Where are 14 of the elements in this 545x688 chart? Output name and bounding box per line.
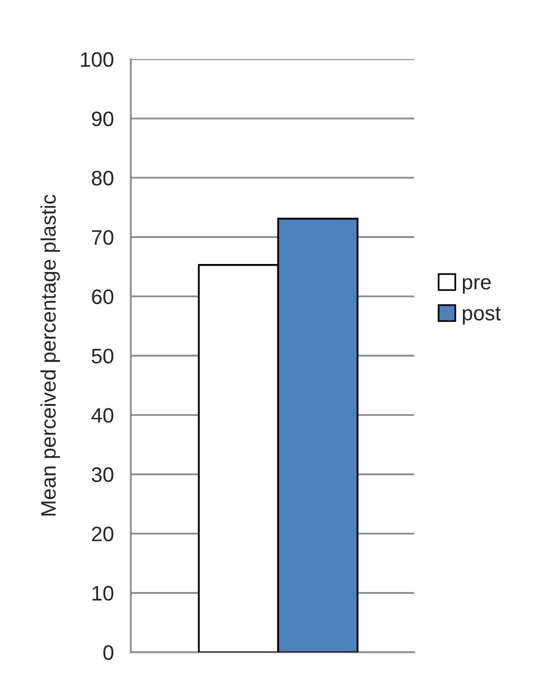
- y-tick-label: 90: [92, 111, 114, 126]
- y-tick-label: 10: [92, 586, 114, 601]
- y-tick-label: 80: [92, 170, 114, 186]
- legend-label: post: [462, 306, 501, 325]
- y-tick-label: 50: [92, 348, 114, 364]
- y-tick-label: 20: [92, 526, 114, 542]
- legend-label: pre: [462, 278, 491, 294]
- y-tick-label: 60: [92, 289, 114, 304]
- y-tick-label: 40: [91, 408, 114, 423]
- y-tick-label: 100: [80, 52, 114, 67]
- y-tick-label: 30: [92, 467, 114, 482]
- y-axis-title: Mean perceived percentage plastic: [40, 194, 60, 516]
- y-tick-label: 70: [92, 230, 114, 245]
- y-tick-label: 0: [103, 645, 114, 660]
